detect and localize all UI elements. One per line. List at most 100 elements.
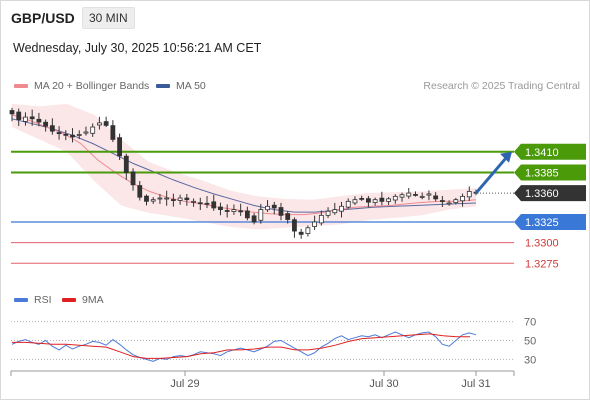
rsi-tick-label-70: 70 (524, 317, 536, 329)
candle-body (419, 195, 425, 198)
candle-body (9, 110, 15, 115)
candle-body (49, 125, 55, 132)
candle-body (372, 199, 378, 203)
candle-body (150, 199, 156, 202)
ma50-legend-label: MA 50 (176, 80, 206, 92)
candle-body (204, 202, 210, 205)
candle-body (359, 198, 365, 200)
ma50-line (11, 118, 477, 213)
candle-body (170, 199, 176, 201)
symbol-title: GBP/USD (11, 10, 75, 26)
rsi-legend-label: RSI (34, 294, 52, 306)
candle-body (231, 209, 237, 212)
level-label-1-3300: 1.3300 (525, 238, 559, 250)
candle-body (29, 116, 35, 120)
candle-body (433, 195, 439, 200)
candle-body (197, 202, 203, 205)
forecast-arrow-shaft (474, 155, 509, 195)
rsi-line (11, 331, 477, 362)
candle-body (76, 134, 82, 136)
candle-body (70, 134, 75, 138)
ma50-legend-swatch (156, 84, 170, 88)
rsi-tick-label-30: 30 (524, 354, 536, 366)
candle-body (392, 195, 398, 201)
candle-body (379, 197, 385, 202)
candle-body (292, 219, 297, 232)
candle-body (318, 214, 324, 224)
candle-body (218, 206, 223, 210)
candle-body (271, 204, 277, 209)
candle-body (164, 197, 170, 200)
candle-body (345, 200, 351, 208)
rsi-ma-legend-label: 9MA (82, 294, 104, 306)
time-tick-label-1: Jul 30 (369, 378, 398, 390)
level-label-1-3410: 1.3410 (525, 147, 559, 159)
candle-body (117, 137, 122, 157)
candle-body (110, 125, 116, 140)
candle-body (413, 194, 418, 196)
candle-body (144, 195, 149, 202)
candle-body (157, 197, 163, 200)
candle-body (244, 210, 250, 219)
rsi-legend-swatch (14, 298, 28, 302)
candle-body (466, 191, 472, 198)
candle-body (439, 200, 445, 202)
candle-body (298, 231, 304, 235)
candle-body (399, 194, 405, 198)
rsi-ma-line (12, 333, 470, 359)
candle-body (184, 197, 190, 201)
candle-body (258, 209, 264, 221)
candle-body (56, 132, 62, 135)
level-label-1-3275: 1.3275 (525, 258, 559, 270)
level-label-1-3360: 1.3360 (525, 188, 559, 200)
candle-body (43, 121, 49, 127)
level-tag-1-3325 (514, 213, 586, 230)
candle-body (36, 118, 42, 123)
legend-ma50: MA 50 (156, 80, 206, 92)
candle-body (224, 210, 230, 212)
candle-body (406, 192, 412, 197)
candle-body (312, 221, 318, 227)
candle-body (325, 210, 331, 216)
candle-body (453, 199, 459, 203)
timeframe-badge[interactable]: 30 MIN (82, 7, 135, 29)
level-tag-1-3360 (514, 185, 586, 202)
candle-body (130, 171, 136, 186)
candle-body (352, 199, 358, 204)
time-tick-label-0: Jul 29 (170, 378, 199, 390)
candle-body (191, 200, 196, 203)
copyright-text: Research © 2025 Trading Central (423, 80, 580, 92)
legend-rsi-ma: 9MA (62, 294, 104, 306)
rsi-ma-legend-swatch (62, 298, 76, 302)
ma20-legend-swatch (14, 84, 28, 88)
candle-body (137, 185, 143, 198)
candle-body (83, 131, 89, 134)
legend-rsi: RSI (14, 294, 52, 306)
datetime-stamp: Wednesday, July 30, 2025 10:56:21 AM CET (13, 41, 262, 55)
candle-body (278, 207, 284, 216)
level-label-1-3385: 1.3385 (525, 167, 559, 179)
candle-body (366, 198, 371, 203)
candle-body (339, 205, 344, 212)
candle-body (123, 155, 129, 173)
rsi-tick-label-50: 50 (524, 336, 536, 348)
candle-body (446, 202, 452, 205)
candle-body (285, 213, 291, 220)
candle-body (90, 126, 96, 134)
candle-body (305, 227, 311, 234)
candle-body (238, 210, 244, 213)
candle-body (16, 111, 22, 120)
candle-body (23, 116, 28, 122)
level-tag-1-3385 (514, 164, 586, 181)
candle-body (103, 121, 109, 126)
candle-body (426, 193, 432, 196)
level-tag-1-3410 (514, 143, 586, 160)
candle-body (386, 198, 391, 202)
legend-ma20: MA 20 + Bollinger Bands (14, 80, 149, 92)
candle-body (63, 133, 69, 136)
forecast-arrow-head (500, 151, 512, 163)
candle-body (211, 201, 217, 209)
candle-body (265, 205, 270, 211)
candle-body (460, 195, 465, 202)
